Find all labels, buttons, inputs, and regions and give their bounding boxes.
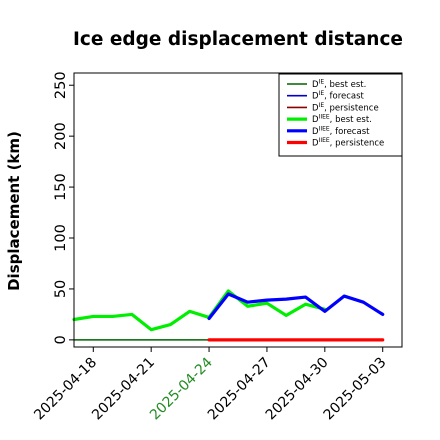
series-line-4 xyxy=(207,292,385,321)
plot-frame xyxy=(73,72,403,348)
legend-entry: DIIEE, persistence xyxy=(312,137,384,149)
y-axis-label: Displacement (km) xyxy=(5,131,23,291)
chart-title: Ice edge displacement distance xyxy=(73,29,403,50)
legend-entry: DIE, persistence xyxy=(312,102,379,114)
plot-area xyxy=(72,72,403,348)
y-tick-label: 100 xyxy=(53,224,69,252)
legend-entry: DIE, best est. xyxy=(312,79,366,91)
legend-entry: DIE, forecast xyxy=(312,90,365,102)
y-tick-label: 200 xyxy=(53,122,69,150)
legend-entry: DIIEE, forecast xyxy=(312,125,370,137)
y-tick-label: 250 xyxy=(53,71,69,99)
y-tick-label: 0 xyxy=(53,335,69,344)
y-axis: 0 50 100 150 200 250 xyxy=(53,71,74,344)
legend-box xyxy=(278,73,403,157)
y-tick-label: 50 xyxy=(53,280,69,298)
x-axis: 2025-04-182025-04-212025-04-242025-04-27… xyxy=(31,347,390,424)
x-tick-label: 2025-05-03 xyxy=(321,355,390,424)
series-line-3 xyxy=(72,289,327,332)
y-tick-label: 150 xyxy=(53,173,69,201)
legend-entry: DIIEE, best est. xyxy=(312,114,372,126)
